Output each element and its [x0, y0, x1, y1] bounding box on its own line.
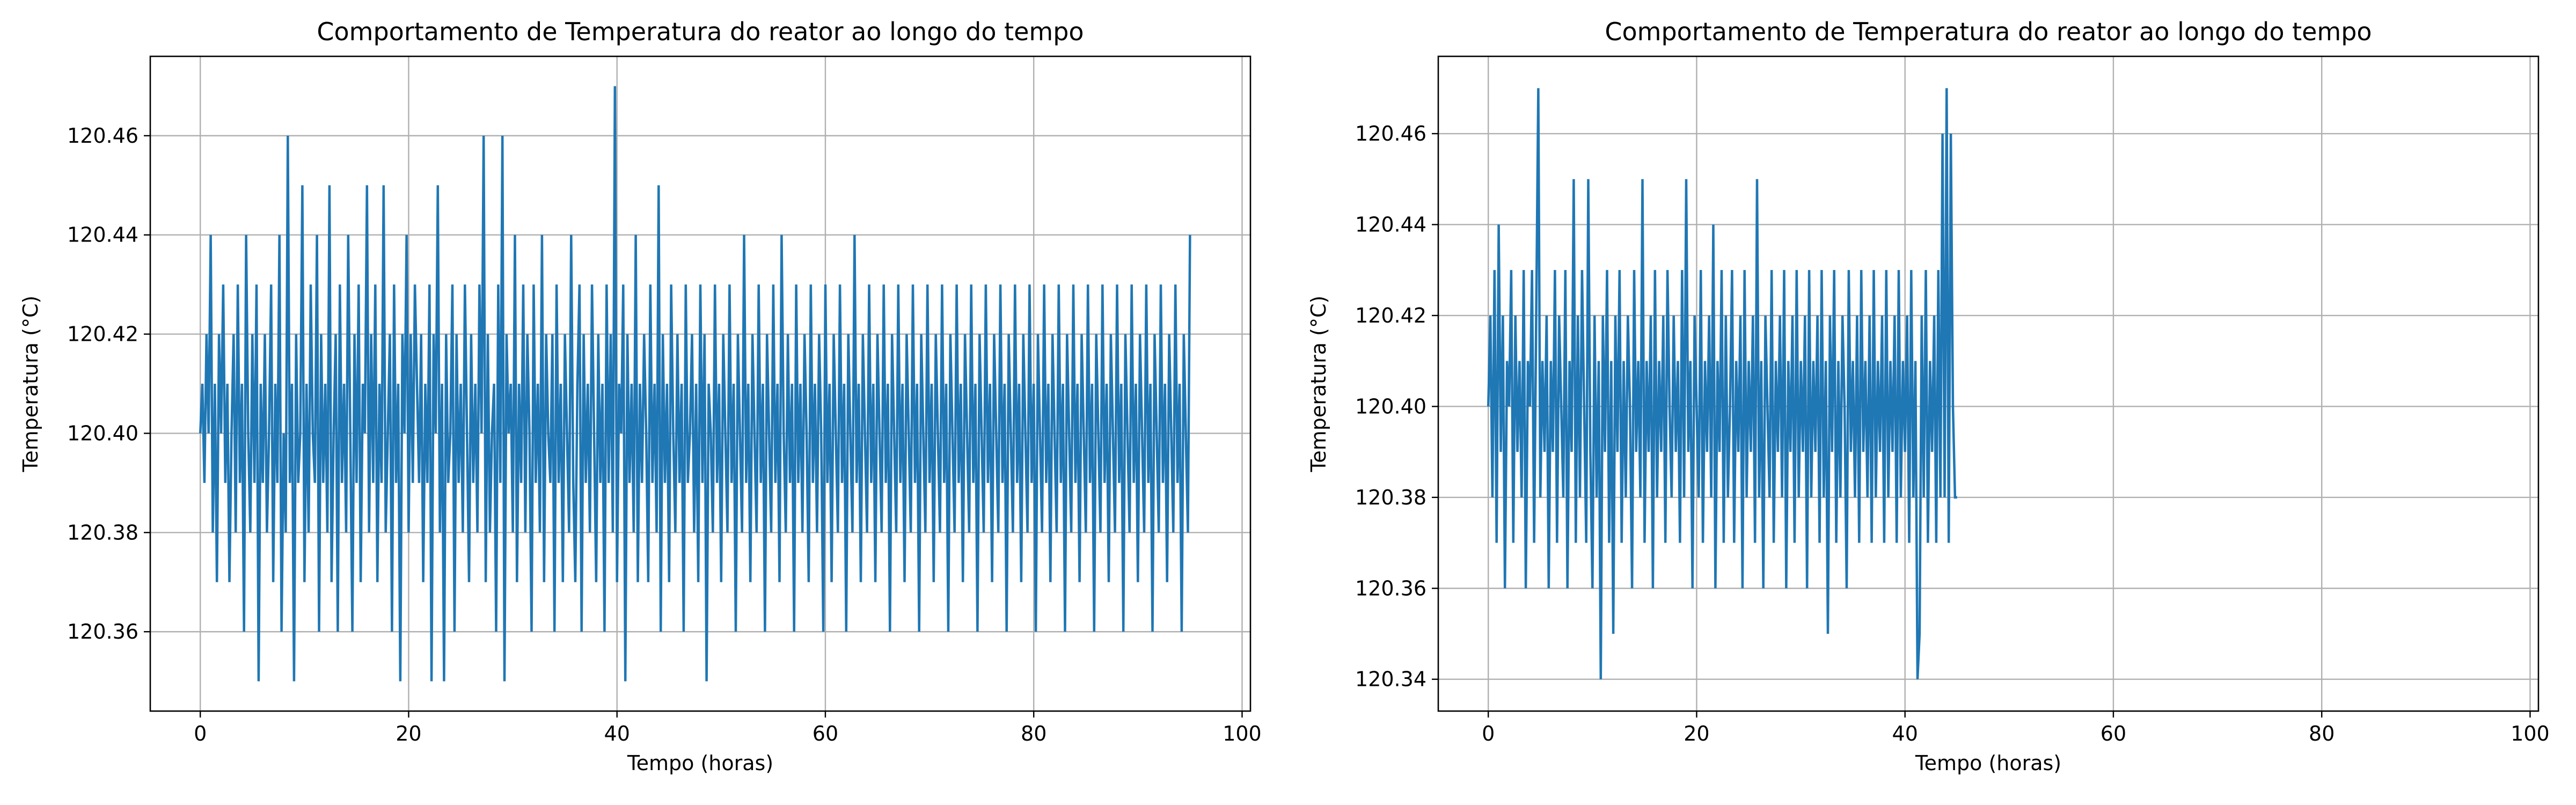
y-tick-label: 120.36	[1355, 576, 1426, 600]
y-tick-label: 120.38	[67, 521, 138, 544]
x-tick-label: 80	[2309, 722, 2334, 745]
x-tick-label: 60	[813, 722, 838, 745]
series-line-1	[199, 86, 1191, 682]
y-tick-label: 120.42	[1355, 304, 1426, 327]
y-tick-label: 120.36	[67, 620, 138, 643]
x-tick-label: 60	[2101, 722, 2126, 745]
y-tick-label: 120.44	[67, 223, 138, 247]
y-axis-label: Temperatura (°C)	[19, 296, 42, 473]
x-tick-label: 40	[604, 722, 630, 745]
x-tick-label: 100	[2511, 722, 2550, 745]
x-tick-label: 20	[1684, 722, 1709, 745]
x-tick-label: 40	[1892, 722, 1918, 745]
axes-frame	[1437, 55, 2540, 712]
chart-panel-2: 0 20 40 60 80 100 120.34 120.36 120.38 120.40 120.…	[1307, 17, 2550, 775]
y-tick-label: 120.44	[1355, 213, 1426, 236]
y-tick-label: 120.46	[1355, 122, 1426, 145]
y-axis-label: Temperatura (°C)	[1307, 296, 1330, 473]
chart-title: Comportamento de Temperatura do reator a…	[1605, 17, 2372, 46]
y-tick-label: 120.38	[1355, 486, 1426, 509]
y-tick-label: 120.34	[1355, 668, 1426, 691]
series-line-1	[1487, 88, 1957, 679]
x-tick-label: 0	[194, 722, 207, 745]
chart-panel-1: 0 20 40 60 80 100 120.36 120.38 120.40 120.42 120.…	[19, 17, 1262, 775]
x-tick-label: 100	[1223, 722, 1262, 745]
y-tick-label: 120.40	[1355, 394, 1426, 418]
axes-frame	[149, 55, 1252, 712]
x-tick-label: 0	[1482, 722, 1495, 745]
y-tick-label: 120.40	[67, 421, 138, 445]
y-tick-label: 120.46	[67, 124, 138, 148]
x-tick-label: 80	[1021, 722, 1046, 745]
x-tick-label: 20	[396, 722, 421, 745]
y-tick-label: 120.42	[67, 323, 138, 346]
chart-title: Comportamento de Temperatura do reator a…	[317, 17, 1084, 46]
x-axis-label: Tempo (horas)	[627, 751, 773, 775]
x-axis-label: Tempo (horas)	[1915, 751, 2061, 775]
